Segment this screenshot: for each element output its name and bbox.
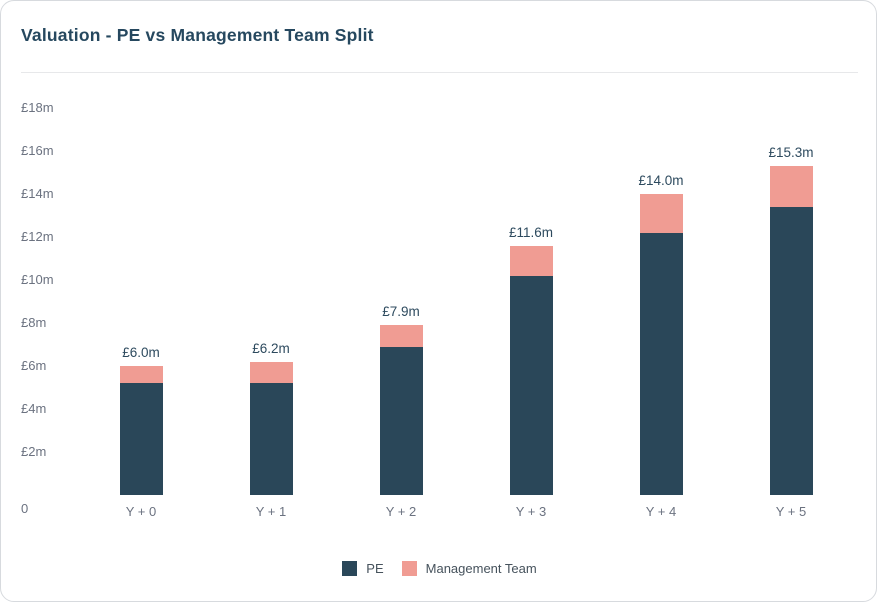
bar-total-label: £6.2m (252, 340, 290, 356)
bar-segment-pe[interactable] (249, 383, 293, 495)
bar-segment-management-team[interactable] (639, 194, 683, 233)
bar-segment-pe[interactable] (119, 383, 163, 495)
y-axis-tick-label: £10m (21, 272, 54, 287)
legend-label: Management Team (425, 561, 537, 576)
bar-total-label: £7.9m (382, 304, 420, 320)
x-axis-tick-label: Y + 3 (515, 504, 547, 519)
legend-swatch-icon (401, 561, 417, 576)
x-axis-tick-label: Y + 4 (645, 504, 677, 519)
bar-segment-management-team[interactable] (249, 361, 293, 384)
y-axis-tick-label: £2m (21, 444, 47, 459)
bar-segment-management-team[interactable] (769, 166, 813, 207)
x-axis-tick-label: Y + 5 (775, 504, 807, 519)
y-axis-tick-label: £4m (21, 401, 47, 416)
legend-swatch-icon (342, 561, 358, 576)
y-axis-tick-label: £16m (21, 143, 54, 158)
legend-entry-management-team[interactable]: Management Team (401, 561, 537, 576)
legend-label: PE (366, 561, 384, 576)
bar-total-label: £11.6m (508, 224, 554, 240)
y-axis-tick-label: £14m (21, 186, 54, 201)
y-axis-tick-label: £12m (21, 229, 54, 244)
bar-total-label: £6.0m (122, 345, 160, 360)
title-divider (21, 72, 858, 73)
legend-entry-pe[interactable]: PE (342, 561, 384, 576)
bar-segment-pe[interactable] (769, 206, 813, 495)
chart-legend: PE Management Team (1, 561, 876, 576)
bar-segment-pe[interactable] (509, 275, 553, 495)
y-axis-tick-label: £8m (21, 315, 47, 330)
bar-total-label: £14.0m (638, 173, 684, 188)
bar-total-label: £15.3m (768, 145, 814, 161)
y-axis-tick-label: 0 (21, 501, 29, 516)
bar-segment-pe[interactable] (379, 346, 423, 495)
x-axis-tick-label: Y + 1 (255, 504, 287, 519)
chart-title: Valuation - PE vs Management Team Split (21, 25, 374, 45)
bar-segment-management-team[interactable] (119, 366, 163, 384)
bar-segment-management-team[interactable] (379, 325, 423, 347)
x-axis-tick-label: Y + 2 (385, 504, 417, 519)
y-axis-tick-label: £6m (21, 358, 47, 373)
bar-segment-management-team[interactable] (509, 245, 553, 276)
y-axis-tick-label: £18m (21, 100, 54, 115)
x-axis-tick-label: Y + 0 (125, 504, 157, 519)
bar-segment-pe[interactable] (639, 232, 683, 495)
